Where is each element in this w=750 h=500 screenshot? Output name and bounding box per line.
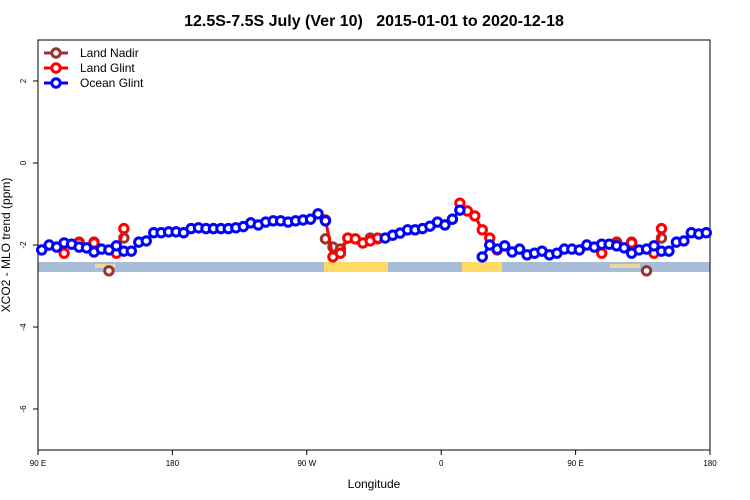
legend-marker [50,62,62,74]
land-strip [324,262,388,272]
legend-label: Land Glint [80,61,135,75]
y-tick-label: -2 [19,241,28,249]
data-point [140,235,152,247]
land-strip [610,264,640,268]
land-strip [95,264,115,268]
data-point [700,227,712,239]
data-point [319,215,332,227]
x-tick-label: 90 E [567,459,583,468]
y-tick-label: 2 [19,78,28,83]
data-point [454,204,466,216]
x-tick-label: 0 [439,459,444,468]
data-point [469,210,481,222]
chart-title: 12.5S-7.5S July (Ver 10) 2015-01-01 to 2… [184,13,564,30]
data-point [36,244,48,256]
data-point [678,235,690,247]
data-point [655,222,668,235]
land-strip [462,262,502,272]
data-point [125,245,138,257]
x-axis-label: Longitude [348,477,401,491]
data-point [304,213,317,225]
y-tick-label: 0 [19,160,28,165]
x-tick-label: 180 [166,459,180,468]
data-point [573,244,586,256]
legend-label: Land Nadir [80,46,139,60]
data-point [513,243,526,255]
data-point [476,251,488,263]
x-tick-label: 90 W [297,459,316,468]
data-point [640,265,653,277]
data-point [625,237,638,249]
data-point [334,247,347,259]
data-point [498,240,511,252]
data-point [663,245,675,257]
x-tick-label: 180 [703,459,717,468]
y-axis-label: XCO2 - MLO trend (ppm) [0,178,13,313]
land-mask [38,262,710,272]
data-point [446,213,459,225]
legend-marker [50,47,62,59]
data-point [618,242,630,254]
data-point [58,247,70,259]
legend-label: Ocean Glint [80,76,144,90]
y-tick-label: -6 [19,405,28,413]
y-tick-label: -4 [19,323,28,331]
data-point [110,240,123,252]
legend-marker [50,77,62,89]
x-tick-label: 90 E [30,459,46,468]
data-point [118,222,130,235]
data-point [648,240,660,252]
data-point [103,265,115,277]
data-point [439,219,451,231]
data-point [312,208,324,220]
data-point [476,224,488,236]
